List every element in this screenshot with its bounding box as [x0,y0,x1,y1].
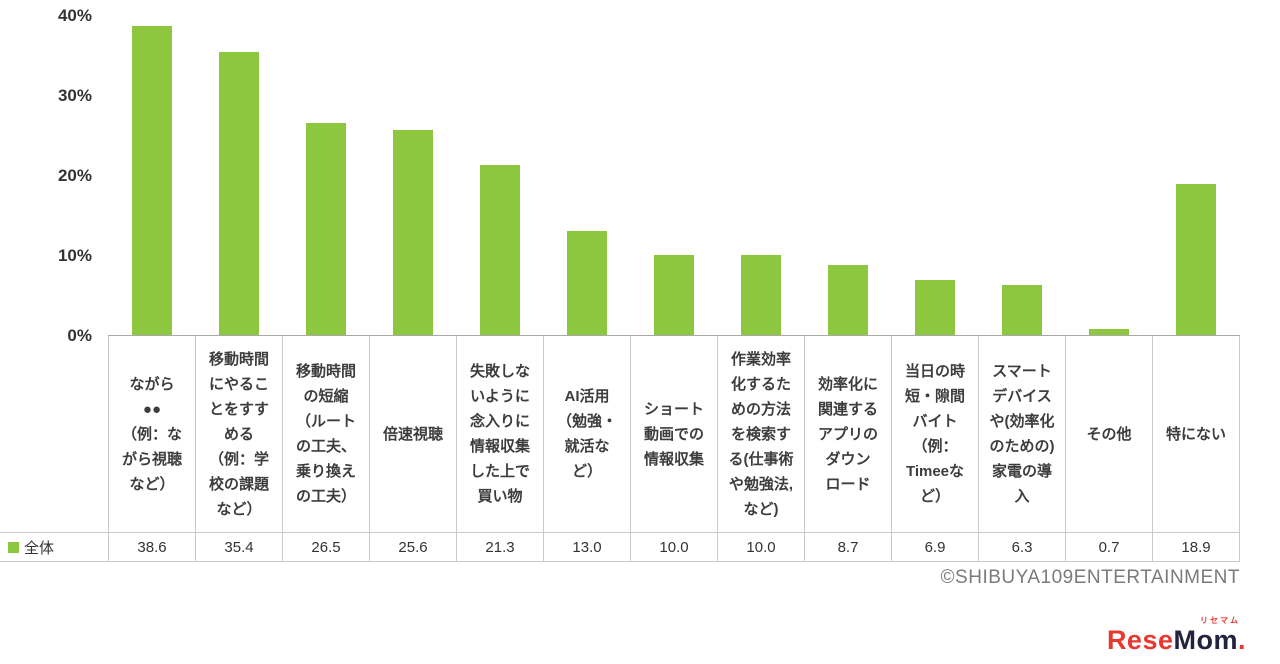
category-label: 当日の時 短・隙間 バイト （例： Timeeな ど） [891,336,978,532]
legend-cell: 全体 [0,533,108,561]
value-cell: 21.3 [456,533,543,561]
value-cell: 35.4 [195,533,282,561]
value-cell: 6.9 [891,533,978,561]
category-label: スマート デバイス や(効率化 のための) 家電の導 入 [978,336,1065,532]
bar [741,255,782,335]
bar-column [1066,16,1153,335]
category-label: 移動時間 の短縮 （ルート の工夫、 乗り換え の工夫） [282,336,369,532]
category-label: 倍速視聴 [369,336,456,532]
value-cell: 26.5 [282,533,369,561]
bar [654,255,694,335]
value-cell: 13.0 [543,533,630,561]
bar [915,279,956,335]
bar-column [718,16,805,335]
value-cell: 8.7 [804,533,891,561]
logo-text: ReseMom. [1107,627,1246,654]
plot-area [108,16,1240,336]
bar-column [369,16,456,335]
category-label: 作業効率 化するた めの方法 を検索す る(仕事術 や勉強法, など) [717,336,804,532]
bar-column [456,16,543,335]
legend-swatch-icon [8,541,19,553]
bar [1002,284,1043,335]
bar-column [282,16,369,335]
bar [131,26,172,335]
bar-column [630,16,717,335]
bar [479,164,520,335]
value-cell: 10.0 [630,533,717,561]
category-label: 特にない [1152,336,1239,532]
category-label: 失敗しな いように 念入りに 情報収集 した上で 買い物 [456,336,543,532]
value-cell: 18.9 [1152,533,1239,561]
y-axis: 40% 30% 20% 10% 0% [0,6,108,345]
logo-text-rese: Rese [1106,625,1174,655]
category-label: AI活用 （勉強・ 就活な ど） [543,336,630,532]
value-cell: 6.3 [978,533,1065,561]
bar [305,123,346,335]
logo-furigana: リセマム [1200,616,1240,625]
resemom-logo: リセマム ReseMom. [1107,615,1246,654]
bar [1176,183,1217,335]
plot-row: 40% 30% 20% 10% 0% [0,6,1240,345]
bar-column [805,16,892,335]
bar [218,51,259,335]
y-axis-tick: 30% [57,86,92,105]
value-cell: 0.7 [1065,533,1152,561]
y-axis-tick: 40% [57,6,92,25]
category-label: その他 [1065,336,1152,532]
table-gutter [0,336,108,532]
bar-column [543,16,630,335]
bar [392,130,433,335]
category-labels-row: ながら ●● （例：な がら視聴 など） 移動時間 にやるこ とをすす める （例… [0,336,1240,532]
y-axis-tick: 20% [57,166,92,185]
value-cell: 10.0 [717,533,804,561]
bar [1089,329,1130,335]
bar-column [892,16,979,335]
bar-column [1153,16,1240,335]
logo-dot: . [1237,625,1246,655]
category-label: 移動時間 にやるこ とをすす める （例：学 校の課題 など） [195,336,282,532]
value-cell: 38.6 [108,533,195,561]
bar-chart: 40% 30% 20% 10% 0% ながら ●● （例：な がら視聴 など） 移動時間 … [0,6,1240,562]
y-axis-tick: 10% [57,246,92,265]
category-label: 効率化に 関連する アプリの ダウン ロード [804,336,891,532]
bar-column [195,16,282,335]
value-cell: 25.6 [369,533,456,561]
bar [828,265,869,335]
bar [566,231,607,335]
y-axis-tick: 0% [67,326,92,345]
legend-series-label: 全体 [24,539,55,557]
category-label: ショート 動画での 情報収集 [630,336,717,532]
bar-column [979,16,1066,335]
category-label: ながら ●● （例：な がら視聴 など） [108,336,195,532]
logo-text-mom: Mom [1173,625,1238,655]
bar-column [108,16,195,335]
copyright-text: ©SHIBUYA109ENTERTAINMENT [940,567,1240,588]
data-table-values-row: 全体 38.6 35.4 26.5 25.6 21.3 13.0 10.0 10.0 8.7 6.… [0,532,1240,562]
